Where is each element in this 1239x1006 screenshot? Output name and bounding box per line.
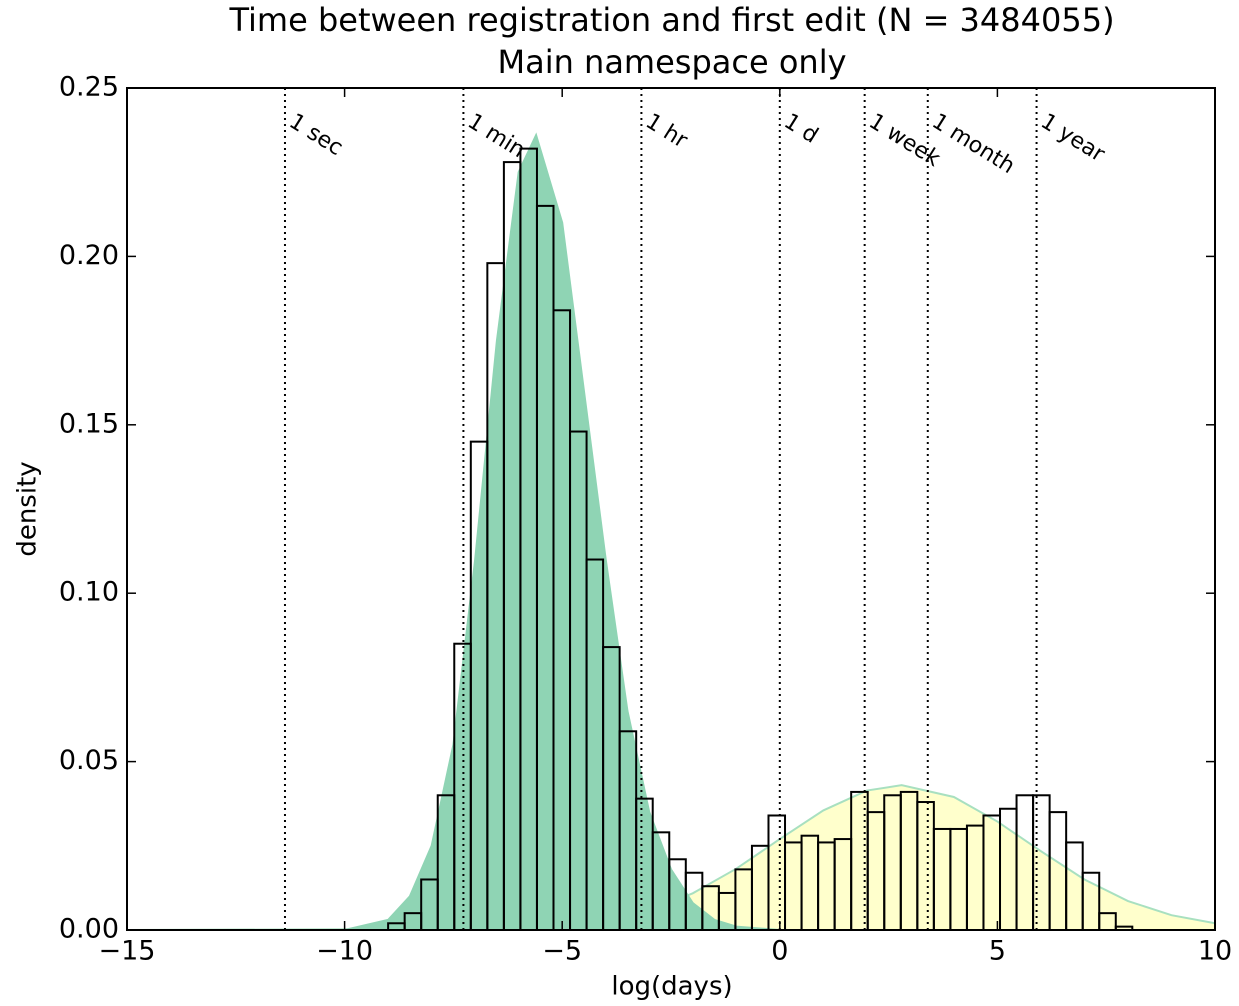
reference-label: 1 sec <box>285 109 348 161</box>
y-tick-label: 0.25 <box>59 72 119 103</box>
chart-title: Time between registration and first edit… <box>228 1 1114 39</box>
y-tick-label: 0.10 <box>59 577 119 608</box>
y-tick-label: 0.15 <box>59 408 119 439</box>
x-tick-label: 0 <box>771 936 788 967</box>
x-axis-label: log(days) <box>611 972 732 1002</box>
reference-label: 1 year <box>1036 109 1109 168</box>
x-tick-label: 10 <box>1198 936 1232 967</box>
y-tick-label: 0.05 <box>59 745 119 776</box>
reference-label: 1 month <box>927 109 1019 179</box>
reference-label: 1 hr <box>641 109 692 154</box>
x-tick-label: −5 <box>542 936 582 967</box>
x-tick-label: −10 <box>316 936 373 967</box>
y-tick-label: 0.00 <box>59 914 119 945</box>
plot-frame <box>126 87 1216 931</box>
y-tick-label: 0.20 <box>59 240 119 271</box>
x-tick-label: −15 <box>99 936 156 967</box>
x-tick-label: 5 <box>989 936 1006 967</box>
curve-area <box>127 785 1215 930</box>
y-axis-label: density <box>13 461 43 556</box>
chart-subtitle: Main namespace only <box>497 43 846 81</box>
reference-label: 1 d <box>779 109 822 149</box>
reference-label: 1 min <box>463 109 529 163</box>
curve-area <box>127 135 1215 931</box>
reference-label: 1 week <box>864 109 944 172</box>
curve-line <box>127 132 1215 931</box>
